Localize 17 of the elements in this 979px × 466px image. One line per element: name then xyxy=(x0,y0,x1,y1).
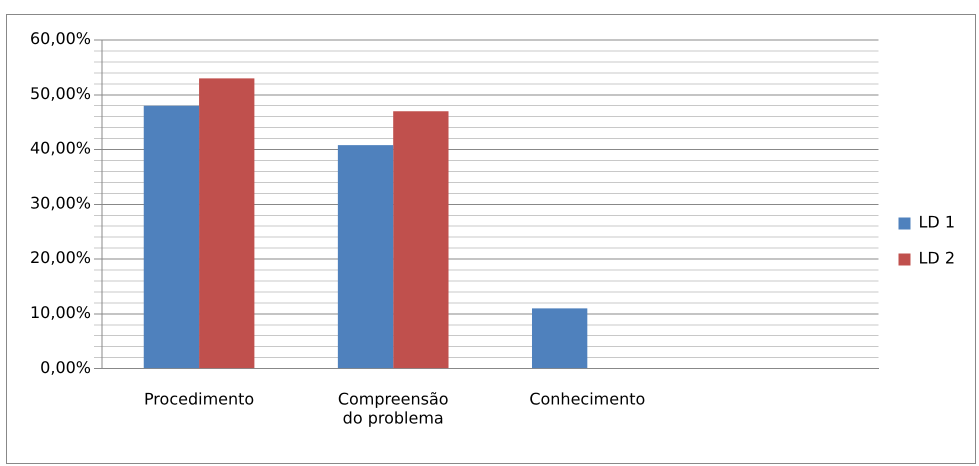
x-tick-label: Compreensão do problema xyxy=(338,389,449,428)
y-tick-label: 50,00% xyxy=(30,84,92,103)
y-tick-label: 60,00% xyxy=(30,29,92,48)
bar xyxy=(144,106,200,368)
bar xyxy=(199,78,254,368)
bar xyxy=(532,308,588,368)
y-tick-label: 30,00% xyxy=(30,193,92,212)
x-tick-label: Conhecimento xyxy=(529,389,646,408)
x-tick-label: Procedimento xyxy=(144,389,254,408)
y-tick-label: 0,00% xyxy=(40,358,92,377)
y-tick-label: 10,00% xyxy=(30,302,92,322)
y-tick-label: 40,00% xyxy=(30,138,92,158)
legend-label: LD 2 xyxy=(918,248,955,268)
bar xyxy=(393,111,449,368)
y-tick-label: 20,00% xyxy=(30,248,92,268)
legend-label: LD 1 xyxy=(918,212,955,232)
bar xyxy=(338,145,394,368)
